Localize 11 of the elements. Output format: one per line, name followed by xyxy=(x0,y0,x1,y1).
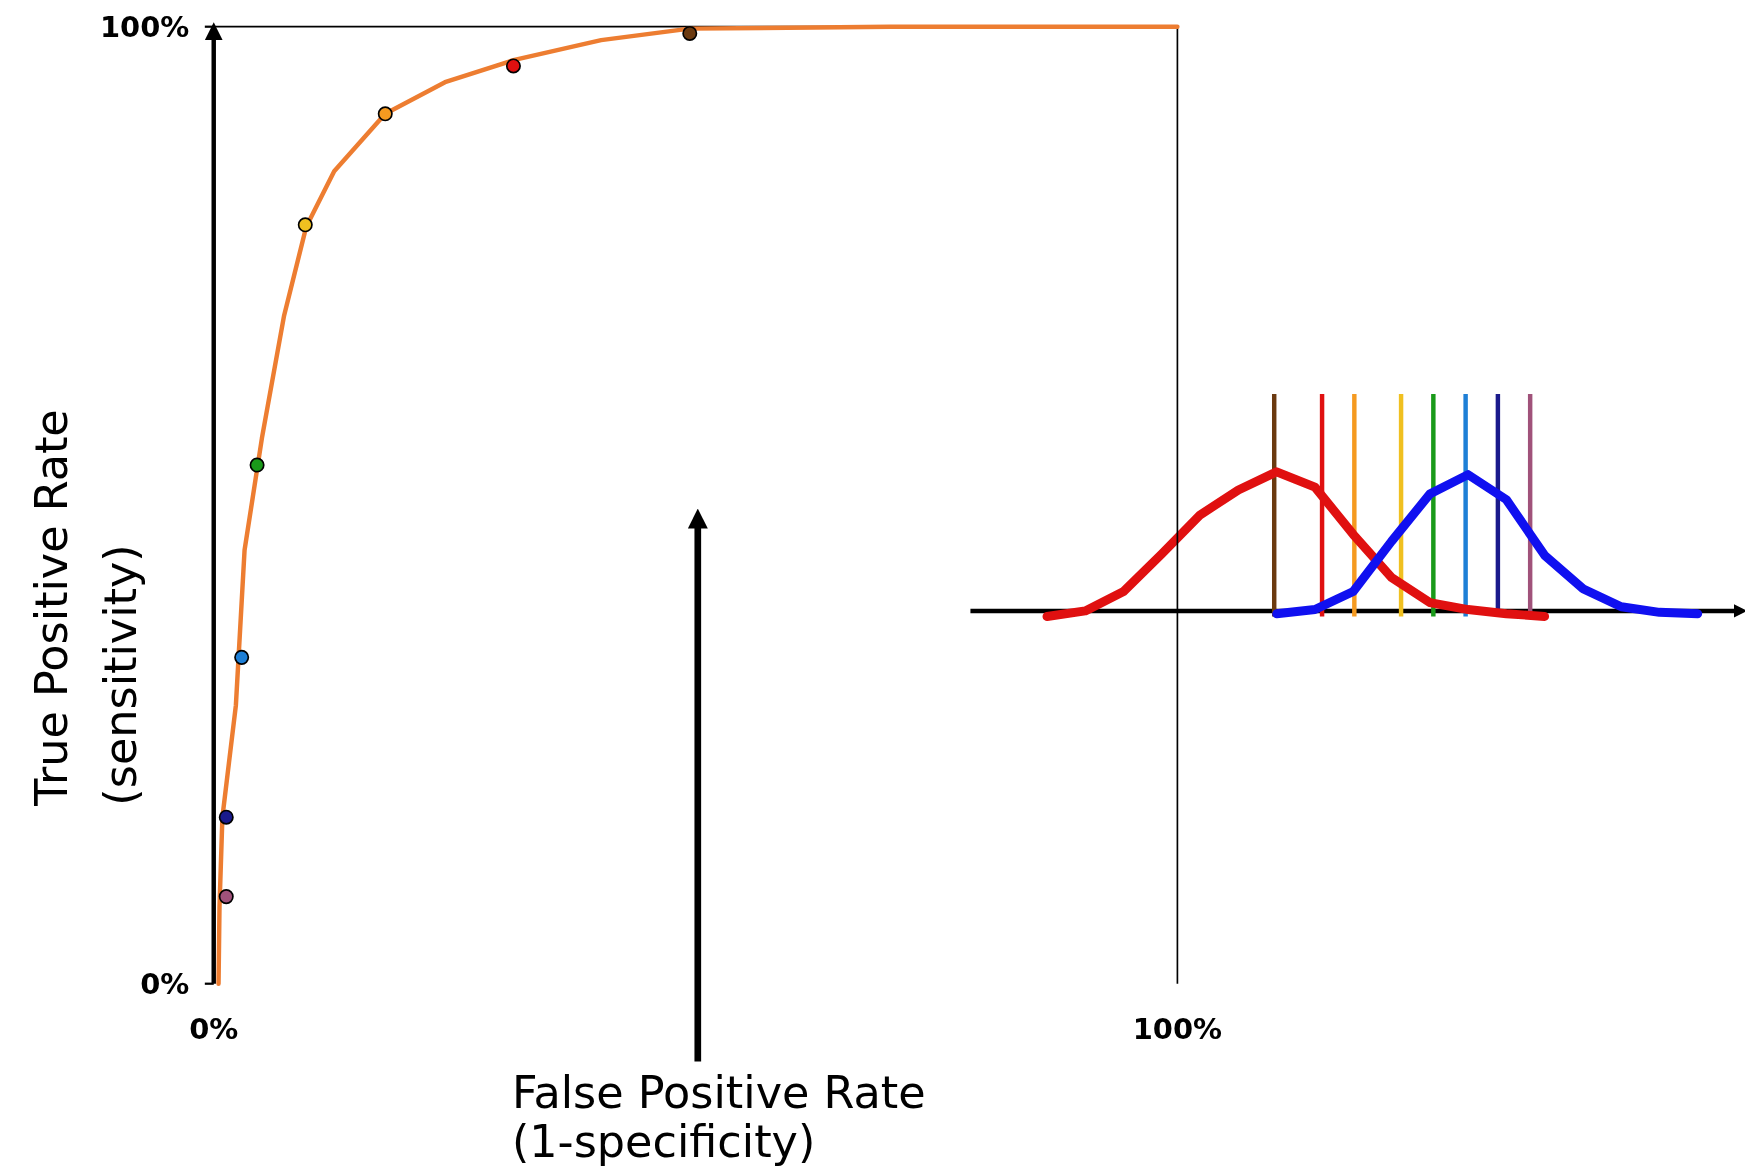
point xyxy=(297,217,313,233)
point xyxy=(505,58,521,74)
y-axis-title: True Positive Rate (sensitivity) xyxy=(25,409,146,807)
point xyxy=(218,809,234,825)
point xyxy=(249,457,265,473)
x-axis-title: False Positive Rate (1-specificity) xyxy=(511,1067,926,1168)
point xyxy=(218,889,234,905)
point xyxy=(234,649,250,665)
line-series xyxy=(216,24,1180,986)
point xyxy=(682,25,698,41)
point xyxy=(377,106,393,122)
